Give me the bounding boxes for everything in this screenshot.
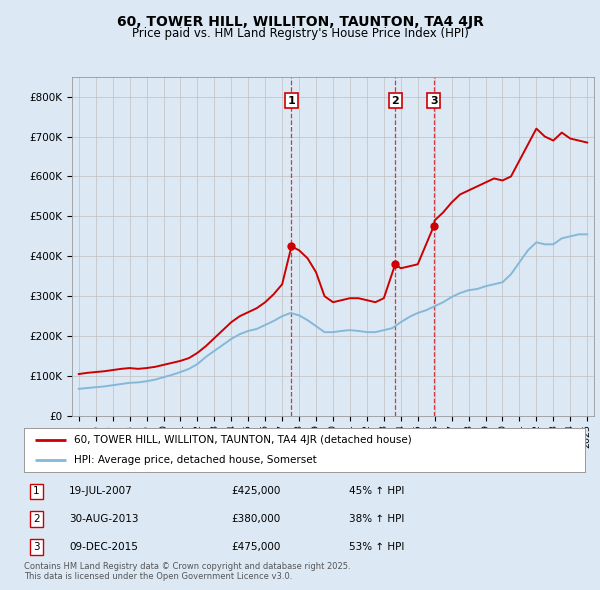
Text: 45% ↑ HPI: 45% ↑ HPI — [349, 487, 405, 496]
Text: 19-JUL-2007: 19-JUL-2007 — [69, 487, 133, 496]
Text: 53% ↑ HPI: 53% ↑ HPI — [349, 542, 405, 552]
Text: 30-AUG-2013: 30-AUG-2013 — [69, 514, 139, 524]
Text: 2: 2 — [33, 514, 40, 524]
Text: 09-DEC-2015: 09-DEC-2015 — [69, 542, 138, 552]
Text: 3: 3 — [33, 542, 40, 552]
Text: Contains HM Land Registry data © Crown copyright and database right 2025.
This d: Contains HM Land Registry data © Crown c… — [24, 562, 350, 581]
Text: £425,000: £425,000 — [232, 487, 281, 496]
Text: £380,000: £380,000 — [232, 514, 281, 524]
Text: 1: 1 — [287, 96, 295, 106]
Text: £475,000: £475,000 — [232, 542, 281, 552]
Text: 38% ↑ HPI: 38% ↑ HPI — [349, 514, 405, 524]
Text: 1: 1 — [33, 487, 40, 496]
Text: 2: 2 — [391, 96, 399, 106]
Text: 3: 3 — [430, 96, 437, 106]
Text: HPI: Average price, detached house, Somerset: HPI: Average price, detached house, Some… — [74, 455, 317, 465]
Text: 60, TOWER HILL, WILLITON, TAUNTON, TA4 4JR (detached house): 60, TOWER HILL, WILLITON, TAUNTON, TA4 4… — [74, 435, 412, 445]
Text: 60, TOWER HILL, WILLITON, TAUNTON, TA4 4JR: 60, TOWER HILL, WILLITON, TAUNTON, TA4 4… — [116, 15, 484, 29]
Text: Price paid vs. HM Land Registry's House Price Index (HPI): Price paid vs. HM Land Registry's House … — [131, 27, 469, 40]
